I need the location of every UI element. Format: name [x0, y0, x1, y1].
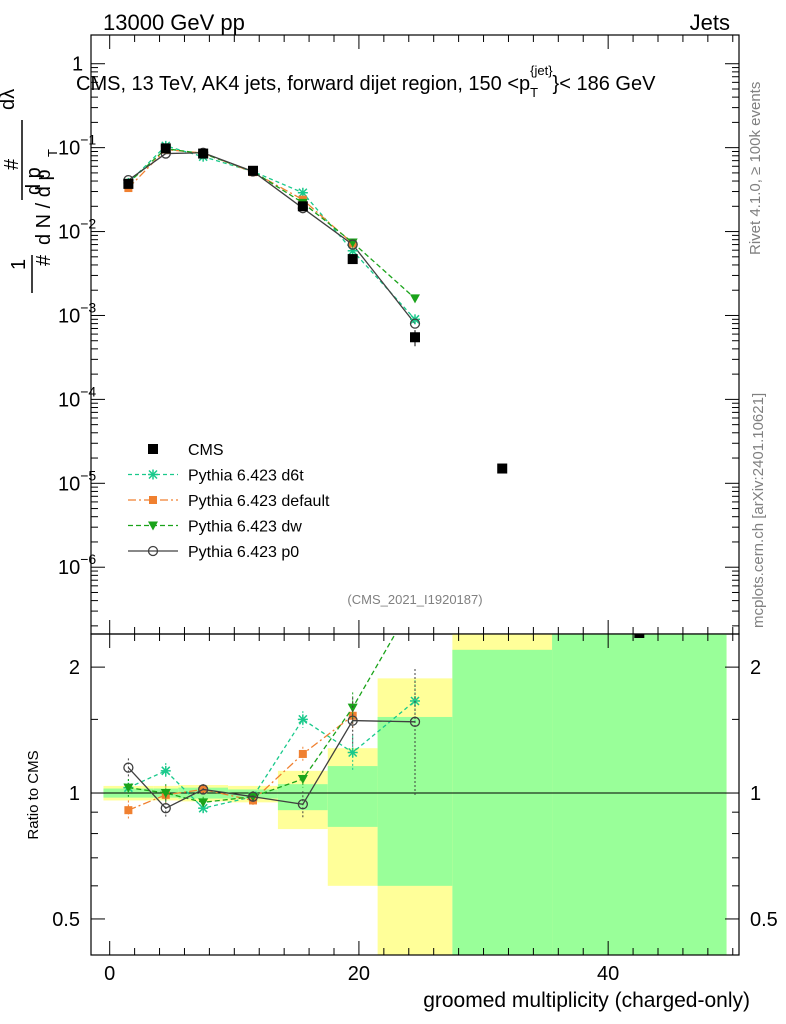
- x-tick-label: 0: [104, 963, 115, 985]
- top-point-cms: [410, 332, 420, 343]
- top-ylabel: 1 # d N / d p T # d p d N dλ: [0, 89, 60, 293]
- ylabel-one: 1: [8, 259, 30, 270]
- watermark: (CMS_2021_I1920187): [347, 592, 482, 607]
- bottom-plot-frame: [90, 633, 740, 956]
- ratio-point-p0: [123, 762, 134, 773]
- ratio-ytick-label: 2: [69, 657, 80, 679]
- top-point-p0: [347, 239, 358, 250]
- top-line-dw: [127, 148, 416, 299]
- top-point-cms: [297, 201, 308, 212]
- top-point-cms: [347, 254, 358, 265]
- ratio-point-dw: [123, 783, 134, 793]
- side-text-top: Rivet 4.1.0, ≥ 100k events: [747, 82, 764, 255]
- ylabel-frac2-num: #: [1, 158, 23, 170]
- ratio-point-dw: [347, 703, 358, 713]
- top-point-cms: [123, 178, 134, 189]
- top-point-p0: [409, 318, 421, 329]
- legend-marker-d6t: [148, 469, 158, 480]
- plot-title-sub: T: [530, 85, 538, 100]
- top-ytick-label: 1: [72, 54, 83, 76]
- ylabel-hash: #: [33, 254, 55, 266]
- band-green: [552, 634, 727, 955]
- ratio-point-default: [298, 749, 307, 758]
- ratio-point-d6t: [297, 714, 308, 725]
- top-point-cms: [248, 165, 258, 176]
- top-series-group: [123, 140, 508, 474]
- header-right: Jets: [690, 10, 730, 35]
- ratio-ylabel: Ratio to CMS: [25, 750, 42, 839]
- header-left: 13000 GeV pp: [103, 10, 245, 35]
- plot-title-main: CMS, 13 TeV, AK4 jets, forward dijet reg…: [76, 73, 530, 95]
- ratio-series-group: [123, 634, 645, 821]
- legend-label-dw: Pythia 6.423 dw: [188, 519, 302, 536]
- plot-title-sup: {jet}: [530, 63, 553, 78]
- ratio-point-d6t: [198, 803, 209, 814]
- ratio-point-p0: [347, 715, 358, 726]
- ylabel-dlambda: dλ: [0, 89, 19, 110]
- side-text-bottom: mcplots.cern.ch [arXiv:2401.10621]: [750, 393, 767, 628]
- ratio-point-d6t: [160, 765, 171, 776]
- ratio-point-p0: [247, 791, 259, 802]
- ylabel-den: d N / d p: [33, 169, 55, 245]
- top-ytick-exp: −4: [80, 383, 96, 399]
- x-axis-label: groomed multiplicity (charged-only): [423, 989, 750, 1012]
- legend: CMS Pythia 6.423 d6t Pythia 6.423 default P…: [128, 442, 330, 561]
- ratio-cms-clip-marker: [634, 634, 645, 638]
- ratio-point-p0: [297, 799, 308, 810]
- ratio-ytick-label: 0.5: [52, 909, 80, 931]
- ratio-line-default: [128, 715, 354, 811]
- plot-title-tail: }< 186 GeV: [553, 73, 657, 95]
- ylabel-den-t: T: [45, 149, 60, 157]
- band-green: [452, 649, 553, 955]
- top-point-dw: [410, 294, 420, 304]
- ratio-ytick-label: 1: [69, 783, 80, 805]
- top-line-d6t: [127, 145, 416, 320]
- plot-title: CMS, 13 TeV, AK4 jets, forward dijet reg…: [76, 63, 656, 100]
- top-point-cms: [160, 143, 171, 154]
- legend-label-d6t: Pythia 6.423 d6t: [188, 468, 304, 485]
- legend-label-cms: CMS: [188, 442, 224, 459]
- top-ytick-exp: −2: [80, 216, 96, 232]
- ratio-point-d6t: [347, 747, 358, 758]
- ratio-point-p0: [198, 784, 209, 795]
- top-line-default: [127, 148, 354, 245]
- legend-marker-dw: [148, 521, 158, 531]
- legend-marker-cms: [148, 444, 158, 454]
- ratio-point-dw: [160, 789, 171, 799]
- ratio-point-default: [124, 806, 133, 815]
- ratio-ytick-label-right: 0.5: [750, 909, 778, 931]
- top-ytick-exp: −6: [80, 551, 96, 567]
- ratio-point-p0: [160, 803, 171, 814]
- top-ytick-label: 10−2: [58, 216, 96, 244]
- top-ytick-exp: −5: [80, 467, 96, 483]
- top-line-p0: [128, 152, 416, 325]
- top-point-cms: [198, 148, 209, 159]
- ratio-ytick-label-right: 1: [750, 783, 761, 805]
- x-tick-label: 20: [348, 963, 370, 985]
- x-tick-label: 40: [597, 963, 619, 985]
- ratio-point-dw: [198, 798, 209, 808]
- bottom-axes-group: 0.5 0.51 12 20 20 40: [52, 634, 778, 985]
- ratio-point-dw: [297, 775, 308, 785]
- ylabel-frac2-den: d p: [23, 167, 45, 195]
- ratio-point-p0: [409, 716, 421, 727]
- band-green: [327, 766, 378, 827]
- legend-label-p0: Pythia 6.423 p0: [188, 544, 299, 561]
- top-ytick-exp: −1: [80, 132, 96, 148]
- ratio-ytick-label-right: 2: [750, 657, 761, 679]
- top-point-cms: [497, 463, 508, 474]
- legend-label-default: Pythia 6.423 default: [188, 493, 330, 510]
- top-axes-group: 10−610−510−410−310−210−11: [58, 35, 739, 634]
- legend-marker-default: [149, 496, 157, 504]
- legend-marker-p0: [147, 545, 159, 557]
- top-ytick-exp: −3: [80, 299, 96, 315]
